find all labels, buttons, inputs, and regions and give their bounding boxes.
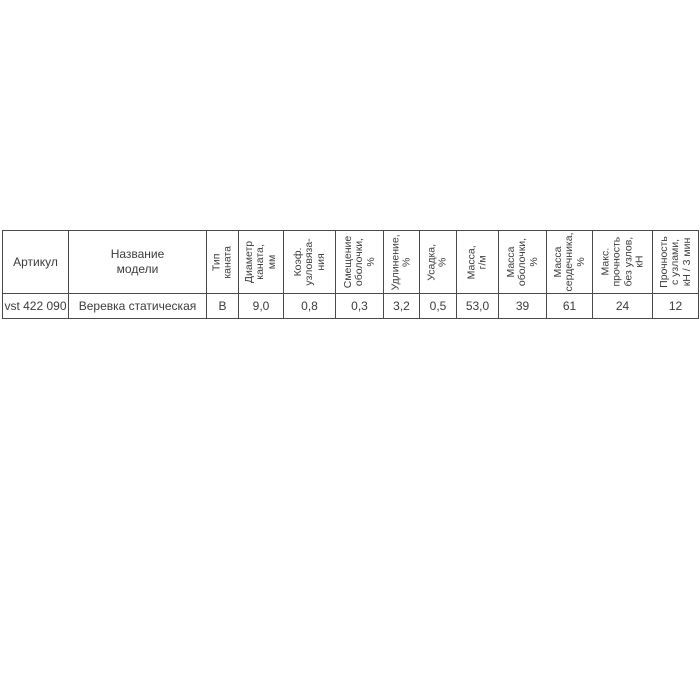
col-header-elongation-wrap: Удлинение, % [384, 231, 419, 293]
col-header-shrinkage-label: Усадка, % [425, 243, 449, 281]
cell-model-name: Веревка статическая [68, 293, 207, 319]
col-header-rope-type: Тип каната [206, 230, 239, 294]
cell-core-mass: 61 [546, 293, 593, 319]
cell-knot-coefficient: 0,8 [283, 293, 336, 319]
col-header-knot-coefficient: Коэф. узловяза- ния [283, 230, 336, 294]
cell-sheath-slippage: 0,3 [335, 293, 384, 319]
col-header-shrinkage: Усадка, % [419, 230, 457, 294]
col-header-sheath-mass-label: Масса оболочки, % [504, 237, 540, 287]
cell-elongation: 3,2 [383, 293, 420, 319]
col-header-sheath-slippage-label: Смещение оболочки, % [341, 235, 377, 289]
col-header-rope-type-wrap: Тип каната [207, 231, 238, 293]
col-header-sheath-slippage: Смещение оболочки, % [335, 230, 384, 294]
col-header-mass-wrap: Масса, г/м [457, 231, 498, 293]
cell-shrinkage: 0,5 [419, 293, 457, 319]
col-header-core-mass-label: Масса сердечника, % [551, 232, 587, 292]
col-header-article-label: Артикул [13, 254, 58, 269]
col-header-max-strength-without-knots-wrap: Макс. прочность без узлов, кН [593, 231, 652, 293]
col-header-elongation: Удлинение, % [383, 230, 420, 294]
col-header-elongation-label: Удлинение, % [389, 233, 413, 291]
col-header-sheath-mass: Масса оболочки, % [498, 230, 547, 294]
col-header-strength-with-knots-label: Прочность с узлами, кН / 3 мин [657, 236, 693, 288]
cell-strength-with-knots: 12 [652, 293, 699, 319]
col-header-strength-with-knots-wrap: Прочность с узлами, кН / 3 мин [653, 231, 698, 293]
col-header-core-mass: Масса сердечника, % [546, 230, 593, 294]
col-header-max-strength-without-knots: Макс. прочность без узлов, кН [592, 230, 653, 294]
col-header-diameter: Диаметр каната, мм [238, 230, 284, 294]
table-header-row: Артикул Название модели Тип каната Диаме… [2, 230, 699, 294]
cell-rope-type: В [206, 293, 239, 319]
col-header-strength-with-knots: Прочность с узлами, кН / 3 мин [652, 230, 699, 294]
col-header-mass-label: Масса, г/м [465, 245, 489, 279]
cell-article: vst 422 090 [2, 293, 69, 319]
cell-max-strength-without-knots: 24 [592, 293, 653, 319]
table-row: vst 422 090 Веревка статическая В 9,0 0,… [2, 293, 699, 319]
col-header-diameter-wrap: Диаметр каната, мм [239, 231, 283, 293]
col-header-model-name-label: Название модели [110, 247, 165, 276]
col-header-core-mass-wrap: Масса сердечника, % [547, 231, 592, 293]
col-header-mass: Масса, г/м [456, 230, 499, 294]
cell-diameter: 9,0 [238, 293, 284, 319]
col-header-sheath-mass-wrap: Масса оболочки, % [499, 231, 546, 293]
cell-sheath-mass: 39 [498, 293, 547, 319]
col-header-diameter-label: Диаметр каната, мм [243, 240, 278, 284]
col-header-knot-coefficient-wrap: Коэф. узловяза- ния [284, 231, 335, 293]
col-header-knot-coefficient-label: Коэф. узловяза- ния [291, 238, 327, 286]
col-header-shrinkage-wrap: Усадка, % [420, 231, 456, 293]
col-header-article: Артикул [2, 230, 69, 294]
col-header-max-strength-without-knots-label: Макс. прочность без узлов, кН [598, 237, 645, 287]
col-header-model-name: Название модели [68, 230, 207, 294]
col-header-sheath-slippage-wrap: Смещение оболочки, % [336, 231, 383, 293]
col-header-rope-type-label: Тип каната [210, 245, 234, 279]
cell-mass: 53,0 [456, 293, 499, 319]
rope-spec-table: Артикул Название модели Тип каната Диаме… [2, 230, 699, 319]
